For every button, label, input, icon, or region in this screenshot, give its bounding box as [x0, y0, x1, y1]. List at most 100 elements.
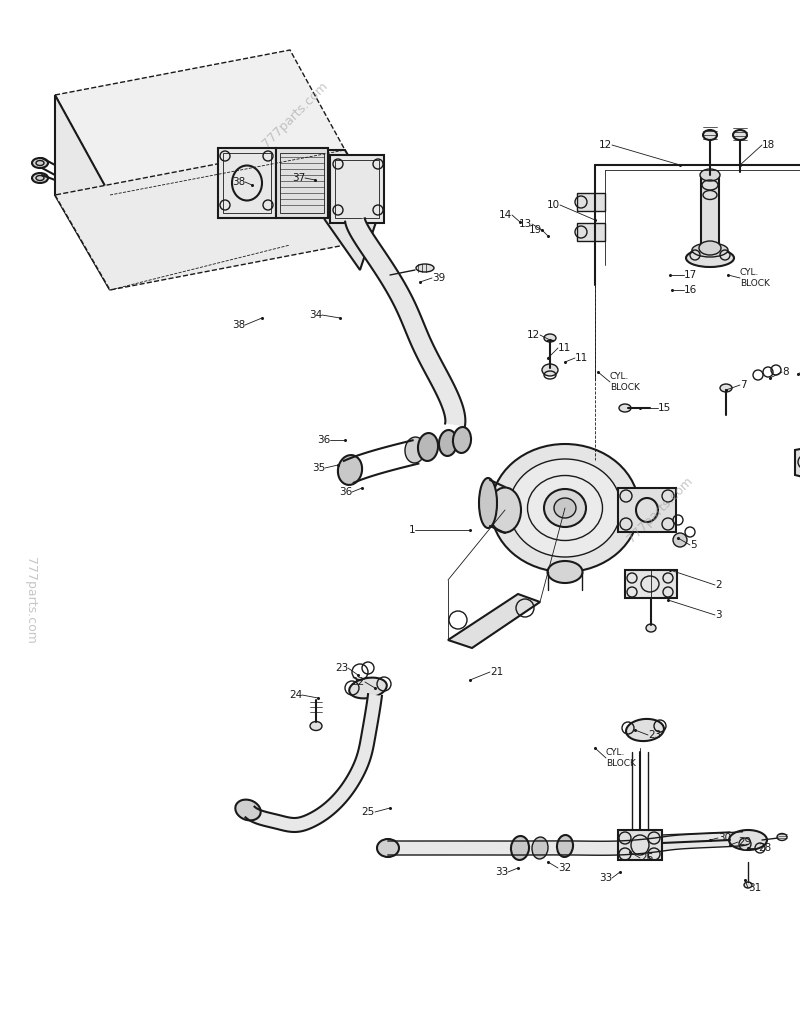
Ellipse shape	[350, 678, 386, 699]
Ellipse shape	[338, 455, 362, 485]
Text: 30: 30	[718, 833, 731, 842]
Polygon shape	[290, 150, 380, 270]
Text: 26: 26	[640, 853, 654, 863]
Ellipse shape	[700, 169, 720, 181]
Text: 39: 39	[432, 273, 446, 283]
Ellipse shape	[544, 334, 556, 342]
Ellipse shape	[489, 487, 521, 532]
Ellipse shape	[479, 478, 497, 528]
Ellipse shape	[777, 833, 787, 840]
Text: 22: 22	[352, 677, 365, 687]
Text: 29: 29	[738, 837, 751, 847]
Text: 31: 31	[748, 883, 762, 893]
Ellipse shape	[416, 264, 434, 272]
Ellipse shape	[377, 839, 399, 857]
Bar	[577, 193, 605, 211]
Polygon shape	[388, 831, 748, 855]
Ellipse shape	[686, 249, 734, 267]
Polygon shape	[345, 218, 466, 426]
Ellipse shape	[544, 489, 586, 527]
Ellipse shape	[720, 384, 732, 392]
Ellipse shape	[703, 130, 717, 140]
Bar	[618, 487, 676, 532]
Polygon shape	[55, 150, 345, 290]
Ellipse shape	[32, 173, 48, 183]
Text: 19: 19	[529, 225, 542, 235]
Polygon shape	[55, 95, 110, 290]
Text: 8: 8	[782, 367, 789, 377]
Ellipse shape	[310, 721, 322, 731]
Text: 11: 11	[575, 353, 588, 363]
Ellipse shape	[405, 437, 425, 463]
Text: 7: 7	[740, 380, 746, 390]
Text: 35: 35	[312, 463, 325, 473]
Circle shape	[673, 533, 687, 548]
Text: 2: 2	[715, 580, 722, 590]
Text: 21: 21	[490, 667, 503, 677]
Text: 14: 14	[498, 210, 512, 220]
Ellipse shape	[729, 830, 767, 850]
Polygon shape	[55, 50, 345, 195]
Ellipse shape	[619, 404, 631, 412]
Text: 36: 36	[338, 487, 352, 497]
Text: 777parts.com: 777parts.com	[260, 80, 330, 150]
Text: 777parts.com: 777parts.com	[23, 557, 37, 644]
Text: 24: 24	[289, 690, 302, 700]
Ellipse shape	[626, 719, 664, 741]
Text: 23: 23	[334, 663, 348, 673]
Ellipse shape	[532, 837, 548, 859]
Ellipse shape	[509, 459, 621, 557]
Ellipse shape	[547, 561, 582, 583]
Ellipse shape	[491, 444, 639, 572]
Text: 36: 36	[317, 435, 330, 445]
Bar	[330, 155, 384, 223]
Text: 16: 16	[684, 285, 698, 295]
Ellipse shape	[453, 427, 471, 453]
Text: 12: 12	[598, 140, 612, 150]
Ellipse shape	[554, 498, 576, 518]
Bar	[335, 160, 379, 218]
Ellipse shape	[32, 158, 48, 168]
Text: 37: 37	[292, 173, 305, 183]
Polygon shape	[795, 440, 800, 487]
Text: 17: 17	[684, 270, 698, 280]
Text: 32: 32	[558, 863, 571, 873]
Ellipse shape	[418, 433, 438, 461]
Polygon shape	[448, 594, 540, 648]
Ellipse shape	[699, 241, 721, 255]
Text: 3: 3	[715, 610, 722, 620]
Text: 23: 23	[648, 730, 662, 740]
Text: 11: 11	[558, 343, 571, 353]
Bar	[701, 175, 719, 250]
Text: 34: 34	[309, 310, 322, 320]
Ellipse shape	[439, 430, 457, 456]
Text: CYL.
BLOCK: CYL. BLOCK	[740, 268, 770, 288]
Bar	[280, 153, 324, 213]
Text: 15: 15	[658, 403, 671, 413]
Circle shape	[739, 838, 751, 850]
Text: CYL.
BLOCK: CYL. BLOCK	[610, 373, 640, 391]
Text: 38: 38	[232, 320, 245, 330]
Text: 12: 12	[526, 330, 540, 341]
Text: 38: 38	[232, 177, 245, 187]
Text: 13: 13	[518, 219, 532, 229]
Bar	[625, 570, 677, 598]
Ellipse shape	[692, 243, 728, 257]
Polygon shape	[246, 694, 382, 832]
Bar	[276, 148, 328, 218]
Text: 777parts.com: 777parts.com	[625, 475, 695, 545]
Ellipse shape	[235, 800, 261, 821]
Text: 25: 25	[362, 807, 375, 817]
Text: 5: 5	[690, 540, 697, 550]
Ellipse shape	[646, 624, 656, 632]
Ellipse shape	[542, 364, 558, 376]
Ellipse shape	[511, 836, 529, 860]
Bar	[223, 153, 271, 213]
Bar	[218, 148, 276, 218]
Text: 28: 28	[758, 842, 771, 853]
Text: 10: 10	[547, 200, 560, 210]
Text: 18: 18	[762, 140, 775, 150]
Text: 1: 1	[408, 525, 415, 535]
Text: CYL.
BLOCK: CYL. BLOCK	[606, 748, 636, 768]
Ellipse shape	[557, 835, 573, 857]
